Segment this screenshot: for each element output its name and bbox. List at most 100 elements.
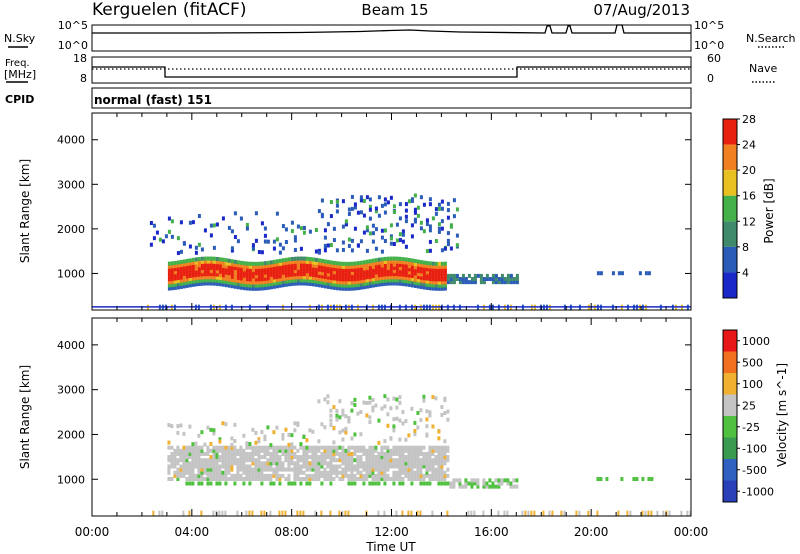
power-cell (242, 261, 246, 266)
velocity-cell (263, 448, 267, 453)
power-cell (194, 266, 198, 271)
velocity-cell (263, 461, 267, 466)
velocity-cell (236, 461, 240, 466)
power-cell (353, 277, 357, 282)
power-cell (392, 204, 396, 209)
velocity-cell (317, 461, 321, 466)
nsearch-tick-bottom: 10^0 (694, 39, 724, 52)
velocity-cell (215, 458, 219, 463)
power-cell (359, 273, 363, 278)
power-cell (386, 272, 390, 277)
power-cell (344, 268, 348, 273)
power-cell (386, 275, 390, 280)
velocity-cell (197, 467, 201, 472)
colorbar-segment (723, 480, 737, 502)
power-cell (467, 280, 471, 285)
power-cell (440, 286, 444, 291)
velocity-cell (281, 436, 285, 441)
power-cell (374, 261, 378, 266)
power-cell (371, 231, 375, 236)
power-cell (287, 282, 291, 287)
velocity-cell (383, 439, 387, 444)
velocity-cell (338, 510, 341, 516)
velocity-cell (395, 477, 399, 482)
power-cell (287, 269, 291, 274)
power-cell (188, 270, 192, 275)
power-cell (245, 267, 249, 272)
power-cell (449, 280, 453, 285)
velocity-cell (311, 458, 315, 463)
velocity-cell (437, 464, 441, 469)
velocity-cell (260, 464, 264, 469)
velocity-cell (191, 467, 195, 472)
velocity-cell (413, 420, 417, 425)
velocity-cell (425, 451, 429, 456)
power-cell (176, 251, 180, 256)
power-cell (431, 274, 435, 279)
power-cell (194, 260, 198, 265)
velocity-cell (188, 461, 192, 466)
power-cell (329, 260, 333, 265)
velocity-cell (260, 470, 264, 475)
power-cell (374, 273, 378, 278)
velocity-cell (347, 464, 351, 469)
power-cell (221, 267, 225, 272)
power-cell (308, 257, 312, 262)
velocity-cell (224, 448, 228, 453)
velocity-cell (338, 470, 342, 475)
power-cell (365, 278, 369, 283)
power-cell (404, 202, 408, 207)
velocity-cell (464, 478, 468, 483)
power-cell (149, 242, 153, 247)
velocity-cell (269, 464, 273, 469)
power-cell (359, 279, 363, 284)
power-cell (281, 267, 285, 272)
power-cell (374, 206, 378, 211)
power-cell (194, 269, 198, 274)
velocity-cell (305, 461, 309, 466)
power-cell (329, 269, 333, 274)
velocity-cell (245, 442, 249, 447)
power-cell (290, 266, 294, 271)
velocity-cell (494, 478, 498, 483)
power-cell (350, 274, 354, 279)
power-cell (398, 238, 402, 243)
velocity-cell (551, 510, 554, 516)
power-cell (182, 281, 186, 286)
power-cell (206, 278, 210, 283)
velocity-cell (482, 510, 485, 516)
power-cell (224, 276, 228, 281)
velocity-cell (329, 470, 333, 475)
velocity-cell (662, 510, 665, 516)
power-cell (200, 278, 204, 283)
power-cell (380, 275, 384, 280)
velocity-cell (362, 451, 366, 456)
velocity-cell (266, 425, 270, 430)
colorbar-segment (723, 330, 737, 352)
power-cell (338, 261, 342, 266)
power-cell (341, 283, 345, 288)
power-cell (188, 273, 192, 278)
power-cell (227, 258, 231, 263)
velocity-cell (275, 448, 279, 453)
power-cell (263, 264, 267, 269)
power-cell (638, 271, 642, 276)
velocity-cell (212, 428, 216, 433)
power-cell (446, 280, 450, 285)
power-cell (356, 243, 360, 248)
power-cell (203, 269, 207, 274)
velocity-cell (374, 458, 378, 463)
velocity-cell (254, 467, 258, 472)
velocity-cell (383, 458, 387, 463)
power-cell (323, 284, 327, 289)
power-cell (317, 280, 321, 285)
velocity-cell (296, 464, 300, 469)
power-cell (383, 278, 387, 283)
velocity-cell (359, 445, 363, 450)
cpid-label: CPID (5, 93, 34, 106)
power-cell (227, 261, 231, 266)
power-cell (239, 273, 243, 278)
velocity-cell (191, 442, 195, 447)
velocity-cell (248, 464, 252, 469)
velocity-cell (197, 481, 201, 486)
